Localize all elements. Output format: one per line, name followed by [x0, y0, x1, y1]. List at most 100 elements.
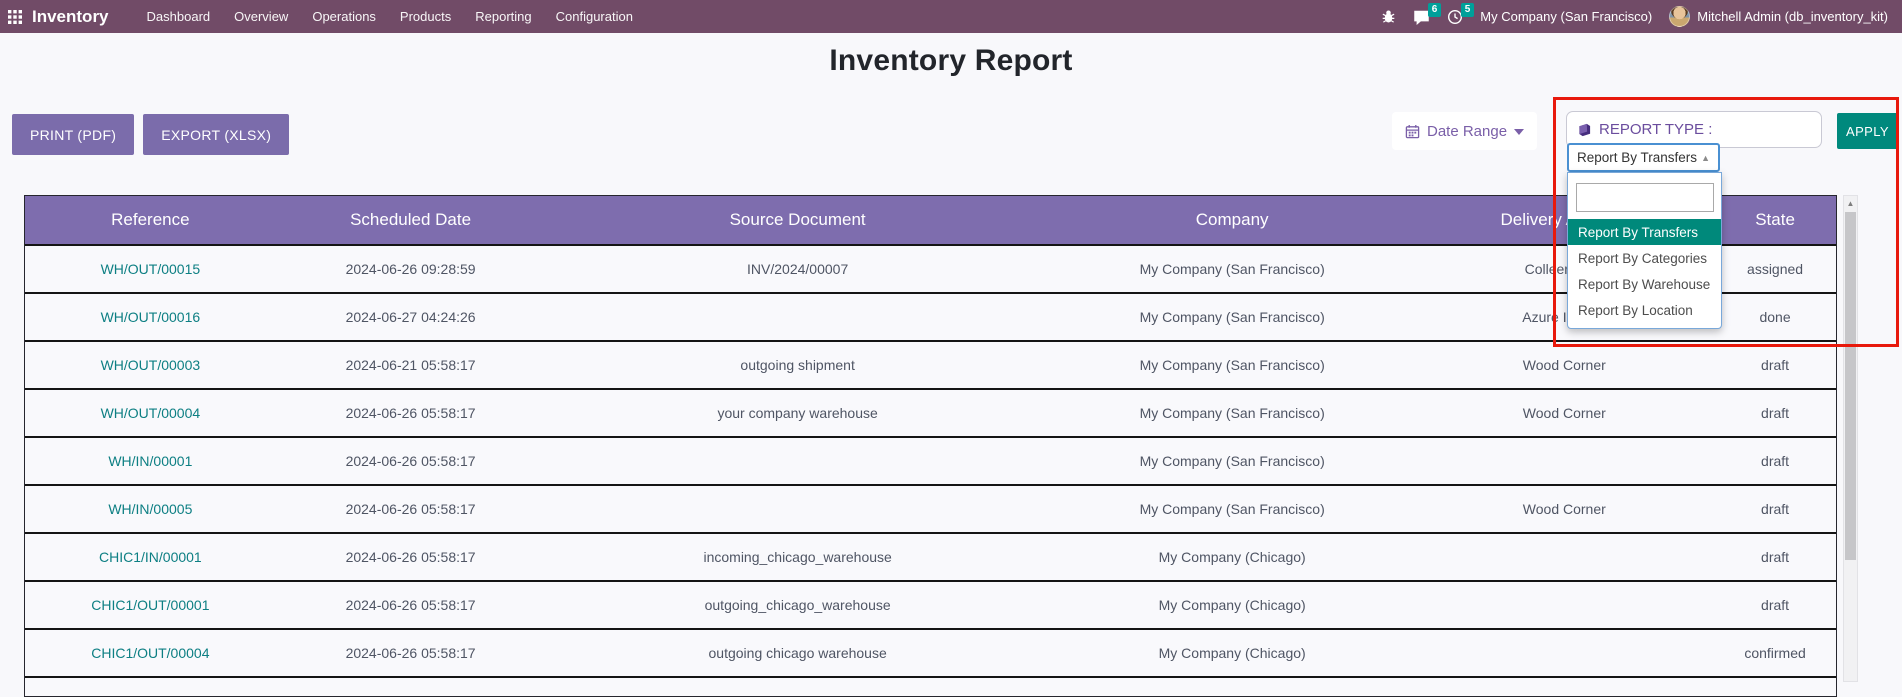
main-menu: Dashboard Overview Operations Products Repor… [135, 0, 645, 33]
table-cell: 2024-06-21 05:58:17 [345, 357, 476, 373]
column-header-scheduled-date: Scheduled Date [350, 210, 472, 229]
table-cell: My Company (Chicago) [1158, 597, 1306, 613]
company-switcher[interactable]: My Company (San Francisco) [1480, 9, 1653, 24]
table-cell: 2024-06-26 05:58:17 [345, 645, 476, 661]
table-cell: Wood Corner [1522, 501, 1606, 517]
reference-link[interactable]: CHIC1/OUT/00001 [91, 597, 210, 613]
reference-link[interactable]: WH/OUT/00016 [100, 309, 201, 325]
table-cell: 2024-06-26 05:58:17 [345, 501, 476, 517]
reference-link[interactable]: WH/IN/00001 [108, 453, 193, 469]
table-cell: My Company (Chicago) [1158, 549, 1306, 565]
table-cell: My Company (San Francisco) [1139, 501, 1325, 517]
avatar[interactable] [1669, 6, 1691, 27]
report-type-label: REPORT TYPE : [1599, 121, 1713, 138]
print-pdf-button[interactable]: PRINT (PDF) [12, 114, 135, 155]
table-row: WH/OUT/00004 2024-06-26 05:58:17 your comp… [25, 388, 1836, 436]
table-cell: assigned [1747, 261, 1804, 277]
chevron-down-icon [1514, 129, 1525, 135]
table-cell: draft [1761, 549, 1790, 565]
report-type-selected-value: Report By Transfers [1577, 150, 1698, 165]
date-range-button[interactable]: Date Range [1392, 112, 1538, 150]
export-xlsx-button[interactable]: EXPORT (XLSX) [143, 114, 290, 155]
table-cell: My Company (Chicago) [1158, 645, 1306, 661]
table-cell: 2024-06-26 05:58:17 [345, 549, 476, 565]
app-brand[interactable]: Inventory [32, 6, 109, 26]
nav-item-operations[interactable]: Operations [312, 9, 376, 24]
table-cell: your company warehouse [717, 405, 878, 421]
column-header-source-document: Source Document [729, 210, 866, 229]
debug-bug-icon[interactable] [1381, 9, 1396, 24]
report-type-options-list: Report By Transfers Report By Categories R… [1568, 219, 1721, 323]
nav-item-reporting[interactable]: Reporting [475, 9, 532, 24]
table-cell: INV/2024/00007 [747, 261, 849, 277]
table-cell: draft [1761, 405, 1790, 421]
nav-item-dashboard[interactable]: Dashboard [146, 9, 211, 24]
report-type-option-report-by-warehouse[interactable]: Report By Warehouse [1578, 276, 1711, 292]
table-cell: My Company (San Francisco) [1139, 309, 1325, 325]
table-cell: done [1759, 309, 1791, 325]
report-type-dropdown: Report By Transfers Report By Categories R… [1567, 172, 1722, 329]
chevron-up-icon: ▲ [1701, 152, 1710, 163]
table-row: CHIC1/IN/00001 2024-06-26 05:58:17 incomin… [25, 532, 1836, 580]
table-header-row: Reference Scheduled Date Source Document Co… [25, 196, 1836, 244]
table-cell: confirmed [1744, 645, 1806, 661]
nav-item-overview[interactable]: Overview [234, 9, 289, 24]
table-row: CHIC1/OUT/00004 2024-06-26 05:58:17 outgoi… [25, 628, 1836, 676]
scrollbar-thumb[interactable] [1845, 212, 1856, 560]
column-header-state: State [1755, 210, 1795, 229]
table-row: WH/IN/00001 2024-06-26 05:58:17 My Company… [25, 436, 1836, 484]
user-menu[interactable]: Mitchell Admin (db_inventory_kit) [1697, 9, 1888, 24]
table-cell: draft [1761, 597, 1790, 613]
scrollbar-up-arrow[interactable]: ▲ [1846, 198, 1855, 208]
calendar-icon [1405, 124, 1420, 139]
messages-count-badge: 6 [1427, 2, 1442, 17]
reference-link[interactable]: CHIC1/IN/00001 [99, 549, 202, 565]
table-row: WH/OUT/00015 2024-06-26 09:28:59 INV/2024/… [25, 244, 1836, 292]
table-cell: 2024-06-26 05:58:17 [345, 597, 476, 613]
reference-link[interactable]: WH/OUT/00015 [100, 261, 201, 277]
date-range-label: Date Range [1427, 122, 1508, 140]
table-row: WH/OUT/00016 2024-06-27 04:24:26 My Compan… [25, 292, 1836, 340]
report-type-option-report-by-location[interactable]: Report By Location [1578, 302, 1693, 318]
report-table-body: WH/OUT/00015 2024-06-26 09:28:59 INV/2024/… [25, 244, 1836, 696]
messages-icon[interactable]: 6 [1413, 2, 1442, 25]
apps-grid-icon[interactable] [8, 9, 22, 24]
nav-item-configuration[interactable]: Configuration [555, 9, 633, 24]
table-scrollbar[interactable]: ▲ [1843, 195, 1858, 682]
table-row: WH/OUT/00003 2024-06-21 05:58:17 outgoing … [25, 340, 1836, 388]
reference-link[interactable]: WH/OUT/00004 [100, 405, 201, 421]
apply-button[interactable]: APPLY [1837, 113, 1898, 149]
table-cell: 2024-06-26 05:58:17 [345, 453, 476, 469]
table-cell: My Company (San Francisco) [1139, 405, 1325, 421]
report-type-select[interactable]: Report By Transfers ▲ [1567, 143, 1720, 172]
table-row: WH/IN/00005 2024-06-26 05:58:17 My Company… [25, 484, 1836, 532]
reference-link[interactable]: CHIC1/OUT/00004 [91, 645, 210, 661]
table-cell: 2024-06-26 05:58:17 [345, 405, 476, 421]
nav-item-products[interactable]: Products [399, 9, 452, 24]
table-cell: My Company (San Francisco) [1139, 453, 1325, 469]
page-title: Inventory Report [829, 44, 1073, 77]
activities-clock-icon[interactable]: 5 [1447, 2, 1475, 25]
table-cell: Wood Corner [1522, 357, 1606, 373]
table-cell: outgoing chicago warehouse [708, 645, 887, 661]
inventory-report-table: Reference Scheduled Date Source Document Co… [24, 195, 1837, 697]
column-header-company: Company [1195, 210, 1269, 229]
export-actions: PRINT (PDF) EXPORT (XLSX) [12, 114, 290, 155]
table-cell: My Company (San Francisco) [1139, 357, 1325, 373]
reference-link[interactable]: WH/OUT/00003 [100, 357, 201, 373]
table-cell: My Company (San Francisco) [1139, 261, 1325, 277]
activities-count-badge: 5 [1460, 2, 1475, 17]
table-cell: 2024-06-27 04:24:26 [345, 309, 476, 325]
table-cell: draft [1761, 453, 1790, 469]
top-nav: Inventory Dashboard Overview Operations Pro… [0, 0, 1902, 33]
table-cell: outgoing shipment [740, 357, 855, 373]
reference-link[interactable]: WH/IN/00005 [108, 501, 193, 517]
report-type-option-report-by-transfers[interactable]: Report By Transfers [1568, 219, 1721, 245]
table-cell: draft [1761, 357, 1790, 373]
table-row: CHIC1/OUT/00001 2024-06-26 05:58:17 outgoi… [25, 580, 1836, 628]
dropdown-search-input[interactable] [1575, 183, 1714, 212]
table-cell: draft [1761, 501, 1790, 517]
book-icon [1577, 123, 1592, 137]
column-header-reference: Reference [111, 210, 190, 229]
report-type-option-report-by-categories[interactable]: Report By Categories [1578, 250, 1708, 266]
